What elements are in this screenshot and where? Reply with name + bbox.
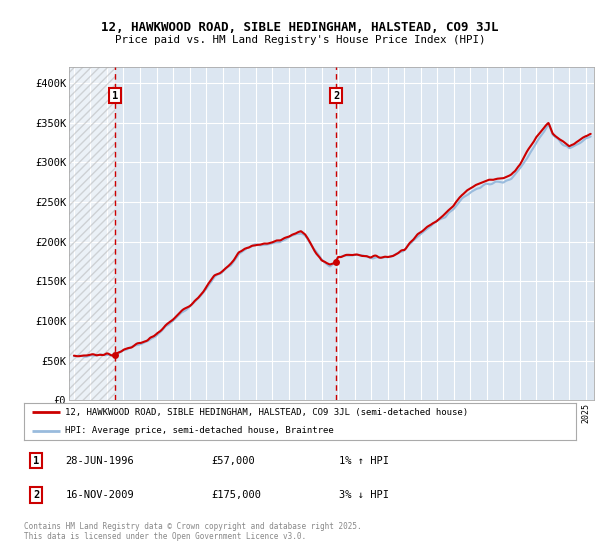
Text: 3% ↓ HPI: 3% ↓ HPI [338,491,389,500]
Text: 1: 1 [33,455,39,465]
Text: £57,000: £57,000 [212,455,256,465]
Text: 12, HAWKWOOD ROAD, SIBLE HEDINGHAM, HALSTEAD, CO9 3JL: 12, HAWKWOOD ROAD, SIBLE HEDINGHAM, HALS… [101,21,499,34]
Text: HPI: Average price, semi-detached house, Braintree: HPI: Average price, semi-detached house,… [65,426,334,435]
Text: 28-JUN-1996: 28-JUN-1996 [65,455,134,465]
Text: Price paid vs. HM Land Registry's House Price Index (HPI): Price paid vs. HM Land Registry's House … [115,35,485,45]
Text: 2: 2 [333,91,339,101]
Text: 1: 1 [112,91,118,101]
Text: 1% ↑ HPI: 1% ↑ HPI [338,455,389,465]
Text: Contains HM Land Registry data © Crown copyright and database right 2025.
This d: Contains HM Land Registry data © Crown c… [24,522,362,542]
Text: 12, HAWKWOOD ROAD, SIBLE HEDINGHAM, HALSTEAD, CO9 3JL (semi-detached house): 12, HAWKWOOD ROAD, SIBLE HEDINGHAM, HALS… [65,408,469,417]
Text: 2: 2 [33,491,39,500]
Text: 16-NOV-2009: 16-NOV-2009 [65,491,134,500]
Text: £175,000: £175,000 [212,491,262,500]
